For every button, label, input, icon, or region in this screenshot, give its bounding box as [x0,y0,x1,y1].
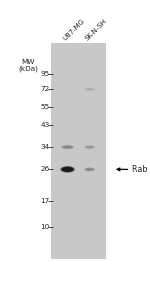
Text: 55: 55 [40,104,50,110]
Ellipse shape [84,167,95,171]
Ellipse shape [62,167,73,172]
Ellipse shape [84,88,95,91]
Text: SK-N-SH: SK-N-SH [84,18,108,42]
Ellipse shape [85,146,95,149]
Ellipse shape [86,146,93,148]
Ellipse shape [62,146,73,149]
Ellipse shape [64,146,71,148]
Ellipse shape [86,168,93,171]
Ellipse shape [84,145,95,149]
Ellipse shape [63,146,72,149]
Ellipse shape [87,147,92,148]
Ellipse shape [87,169,93,170]
Ellipse shape [60,145,75,149]
Text: 26: 26 [40,166,50,173]
Ellipse shape [85,146,94,148]
Ellipse shape [85,168,94,171]
Text: U87-MG: U87-MG [62,18,86,42]
Ellipse shape [60,166,75,173]
Ellipse shape [85,88,94,91]
Ellipse shape [85,168,95,171]
Ellipse shape [85,88,95,91]
Ellipse shape [61,167,74,172]
Ellipse shape [61,145,74,149]
Ellipse shape [62,146,73,149]
Ellipse shape [63,168,72,171]
Bar [51,43,106,259]
Text: 72: 72 [40,86,50,92]
Ellipse shape [84,145,95,149]
Ellipse shape [86,88,93,90]
Ellipse shape [64,146,71,148]
Ellipse shape [85,88,94,90]
Ellipse shape [63,146,72,148]
Ellipse shape [86,168,93,170]
Ellipse shape [86,146,93,148]
Text: 10: 10 [40,224,50,230]
Ellipse shape [63,146,72,148]
Text: MW
(kDa): MW (kDa) [18,59,38,72]
Text: 17: 17 [40,198,50,204]
Ellipse shape [60,166,75,173]
Ellipse shape [87,89,92,90]
Ellipse shape [86,89,93,90]
Ellipse shape [64,168,71,170]
Ellipse shape [86,89,93,90]
Ellipse shape [84,167,96,172]
Ellipse shape [61,166,75,173]
Ellipse shape [62,167,73,172]
Ellipse shape [61,145,74,149]
Ellipse shape [64,147,71,148]
Ellipse shape [61,167,74,172]
Text: 95: 95 [40,71,50,77]
Ellipse shape [63,167,72,171]
Ellipse shape [64,168,71,171]
Ellipse shape [85,146,94,149]
Ellipse shape [85,88,94,91]
Text: 34: 34 [40,144,50,150]
Ellipse shape [85,168,94,171]
Ellipse shape [86,168,93,170]
Text: Rab 1A: Rab 1A [132,165,150,174]
Ellipse shape [85,146,94,148]
Ellipse shape [85,168,94,171]
Ellipse shape [86,146,93,148]
Ellipse shape [87,146,93,148]
Text: 43: 43 [40,123,50,129]
Ellipse shape [87,89,93,90]
Ellipse shape [84,88,95,91]
Ellipse shape [61,145,74,149]
Ellipse shape [84,145,96,149]
Ellipse shape [87,169,92,170]
Ellipse shape [63,168,72,171]
Ellipse shape [84,167,95,171]
